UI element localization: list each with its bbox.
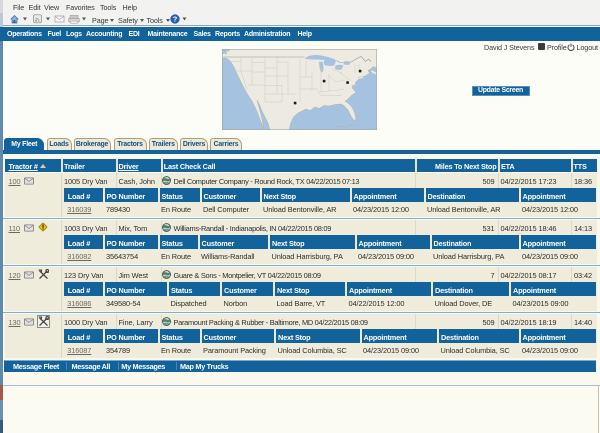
svg-text:?: ?: [173, 15, 178, 24]
